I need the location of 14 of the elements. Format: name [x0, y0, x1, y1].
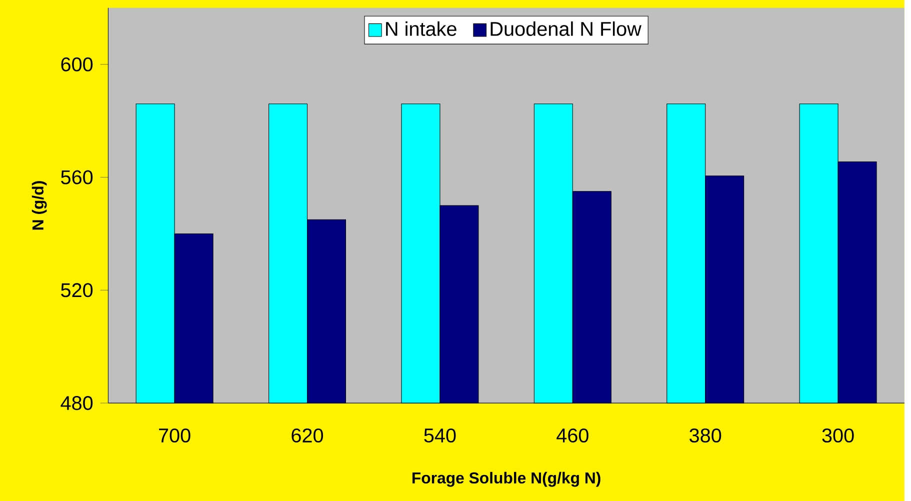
x-tick-label: 700: [159, 428, 190, 442]
legend-label: N intake: [386, 21, 456, 36]
y-axis-title: N (g/d): [32, 180, 47, 230]
x-tick-label: 380: [690, 428, 722, 442]
x-tick-label: 460: [556, 428, 588, 442]
legend-label: Duodenal N Flow: [490, 21, 642, 36]
y-tick-label: 600: [61, 57, 93, 72]
x-tick-label: 300: [822, 428, 854, 442]
y-tick-label: 480: [60, 396, 93, 410]
x-tick-label: 540: [424, 428, 456, 442]
x-axis-title: Forage Soluble N(g/kg N): [412, 472, 600, 487]
y-tick-label: 560: [61, 170, 93, 184]
y-tick-label: 520: [61, 282, 93, 298]
x-tick-label: 620: [292, 428, 324, 442]
